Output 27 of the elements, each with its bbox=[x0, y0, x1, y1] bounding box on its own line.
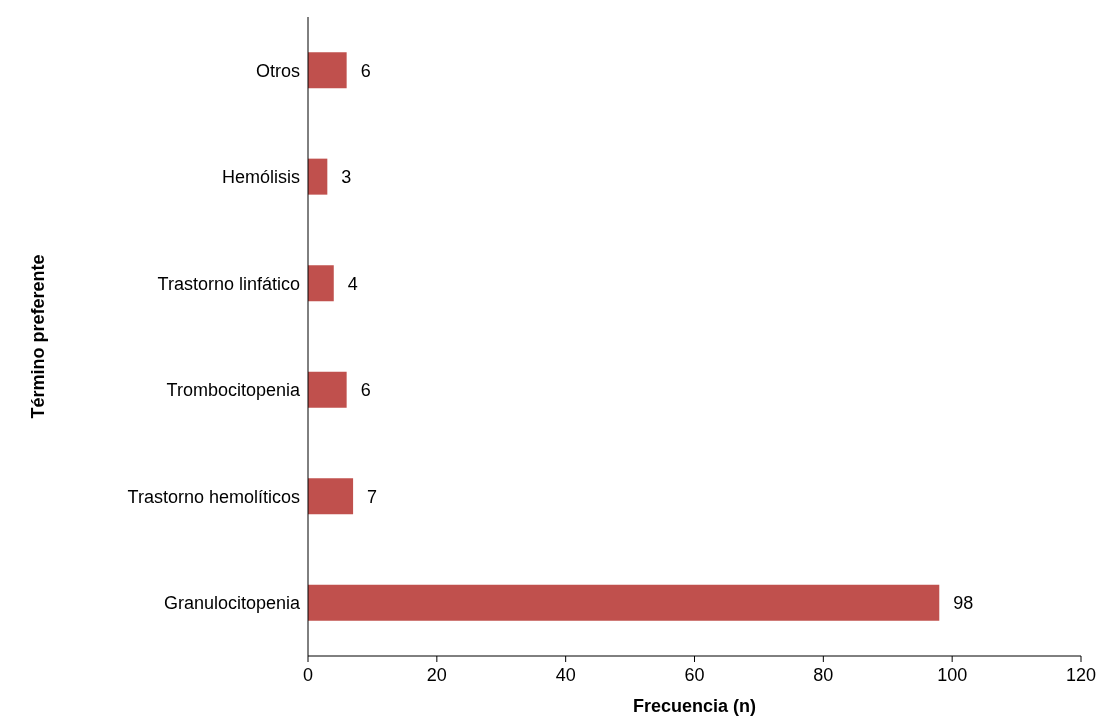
y-tick-label: Trombocitopenia bbox=[166, 380, 301, 401]
x-tick-label: 0 bbox=[302, 664, 314, 685]
y-tick-label: Otros bbox=[255, 60, 300, 81]
x-tick-label: 20 bbox=[426, 664, 447, 685]
y-axis-title: Término preferente bbox=[28, 254, 49, 419]
data-label: 6 bbox=[360, 60, 371, 81]
y-tick-label: Hemólisis bbox=[221, 167, 300, 188]
x-tick-label: 40 bbox=[555, 664, 576, 685]
bar bbox=[308, 52, 347, 89]
x-tick-label: 80 bbox=[813, 664, 834, 685]
data-label: 3 bbox=[341, 167, 352, 188]
data-label: 4 bbox=[347, 273, 358, 294]
x-tick-label: 100 bbox=[937, 664, 968, 685]
bar bbox=[308, 584, 940, 621]
data-label: 6 bbox=[360, 380, 371, 401]
data-label: 7 bbox=[367, 486, 378, 507]
x-axis-title: Frecuencia (n) bbox=[632, 696, 757, 716]
x-tick-label: 120 bbox=[1065, 664, 1097, 685]
bar bbox=[308, 371, 347, 408]
data-label: 98 bbox=[953, 593, 974, 614]
bar bbox=[308, 158, 328, 195]
y-tick-label: Trastorno linfático bbox=[157, 273, 300, 294]
bar bbox=[308, 265, 334, 302]
x-tick-label: 60 bbox=[684, 664, 705, 685]
y-tick-label: Granulocitopenia bbox=[163, 593, 301, 614]
y-tick-label: Trastorno hemolíticos bbox=[127, 486, 300, 507]
bar bbox=[308, 478, 354, 515]
